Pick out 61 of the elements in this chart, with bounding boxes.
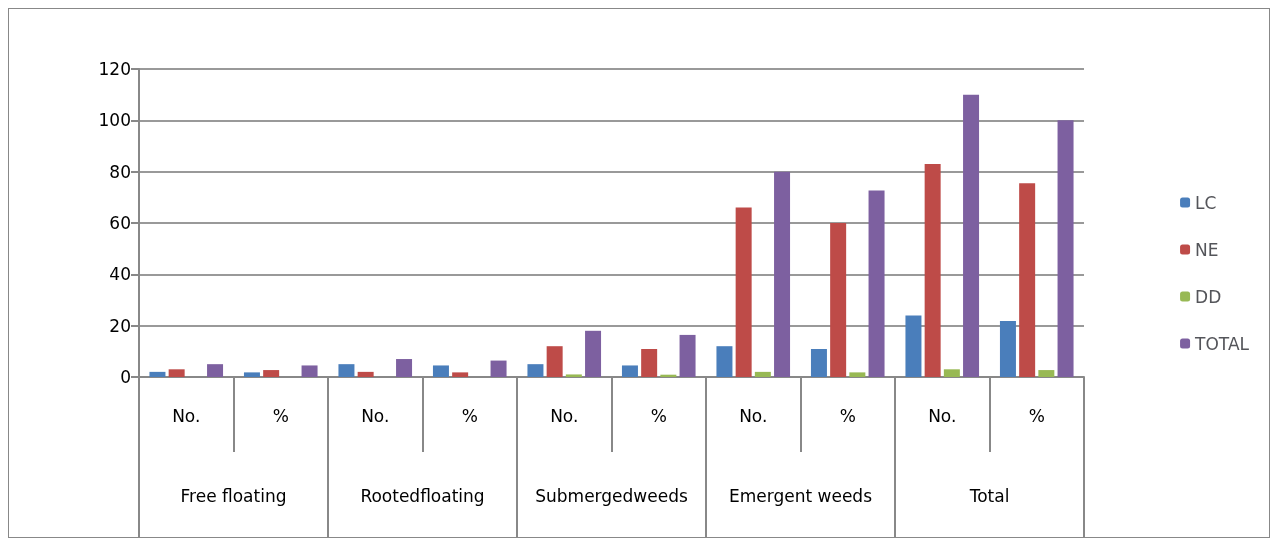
text: Total — [968, 485, 1010, 506]
y-tick-label: 120 — [98, 59, 131, 79]
bar — [1057, 120, 1074, 377]
legend-label: LC — [1195, 192, 1217, 213]
bar — [943, 369, 960, 377]
y-tick-label: 80 — [109, 161, 131, 182]
y-tick-label: 20 — [109, 315, 131, 336]
x-tick-label: % — [1028, 405, 1045, 426]
bar — [565, 374, 582, 377]
legend-label: TOTAL — [1194, 333, 1250, 354]
bar — [735, 207, 752, 377]
x-tick-label: % — [650, 405, 667, 426]
bar — [243, 372, 260, 377]
bar — [754, 371, 771, 377]
bar — [924, 163, 941, 377]
x-tick-label: No. — [361, 405, 390, 426]
bar — [546, 346, 563, 377]
x-tick-label: No. — [739, 405, 768, 426]
legend-label: NE — [1195, 239, 1219, 260]
bar — [849, 372, 866, 377]
bar — [830, 223, 847, 377]
bar — [490, 360, 507, 377]
x-tick-label: No. — [172, 405, 201, 426]
bar — [963, 94, 980, 377]
bar — [905, 315, 922, 377]
x-tick-label: No. — [928, 405, 957, 426]
text: Submergedweeds — [535, 485, 688, 506]
y-tick-label: 40 — [109, 264, 131, 285]
bar — [585, 330, 602, 377]
bar — [810, 349, 827, 377]
bar — [1038, 370, 1055, 377]
bar — [149, 371, 166, 377]
bar — [263, 370, 280, 377]
bar — [357, 371, 374, 377]
bar — [301, 365, 318, 377]
bar — [432, 365, 449, 377]
bar — [999, 321, 1016, 377]
text: Emergent weeds — [728, 485, 873, 506]
text: Rootedfloating — [360, 485, 485, 506]
x-tick-label: No. — [550, 405, 579, 426]
y-tick-label: 0 — [120, 367, 131, 387]
y-tick-label: 60 — [109, 213, 131, 233]
bar — [868, 190, 885, 377]
y-tick-label: 100 — [98, 110, 131, 131]
text: Free floating — [180, 485, 287, 506]
bar — [774, 171, 791, 377]
bar — [679, 334, 696, 377]
bar — [168, 369, 185, 377]
bar — [396, 359, 413, 377]
bar — [452, 372, 469, 377]
bar — [641, 349, 658, 377]
x-tick-label: % — [461, 405, 478, 426]
bar — [1019, 183, 1036, 377]
bar — [621, 365, 638, 377]
legend-label: DD — [1195, 286, 1222, 307]
bar — [338, 364, 355, 377]
bar — [207, 364, 224, 377]
bar — [527, 364, 544, 377]
x-tick-label: % — [839, 405, 856, 426]
bar — [716, 346, 733, 377]
x-tick-label: % — [272, 405, 289, 426]
